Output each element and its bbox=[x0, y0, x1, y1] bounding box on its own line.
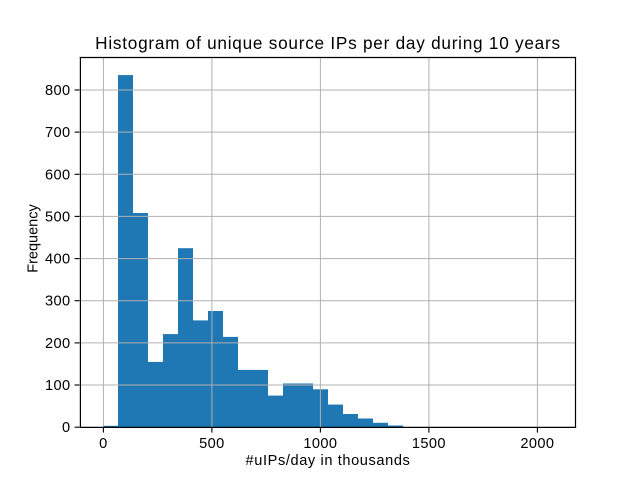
svg-text:700: 700 bbox=[45, 125, 71, 141]
svg-text:2000: 2000 bbox=[520, 436, 554, 452]
svg-text:500: 500 bbox=[45, 209, 71, 225]
svg-text:500: 500 bbox=[199, 436, 225, 452]
svg-text:400: 400 bbox=[45, 252, 71, 268]
svg-text:#uIPs/day in thousands: #uIPs/day in thousands bbox=[246, 453, 411, 469]
svg-text:200: 200 bbox=[45, 336, 71, 352]
svg-text:0: 0 bbox=[62, 420, 71, 436]
svg-text:Frequency: Frequency bbox=[25, 204, 41, 273]
svg-text:600: 600 bbox=[45, 167, 71, 183]
svg-text:300: 300 bbox=[45, 294, 71, 310]
svg-text:1000: 1000 bbox=[303, 436, 337, 452]
svg-text:0: 0 bbox=[99, 436, 108, 452]
svg-text:Histogram of unique source IPs: Histogram of unique source IPs per day d… bbox=[95, 33, 561, 53]
svg-text:800: 800 bbox=[45, 83, 71, 99]
svg-text:100: 100 bbox=[45, 378, 71, 394]
svg-text:1500: 1500 bbox=[412, 436, 446, 452]
